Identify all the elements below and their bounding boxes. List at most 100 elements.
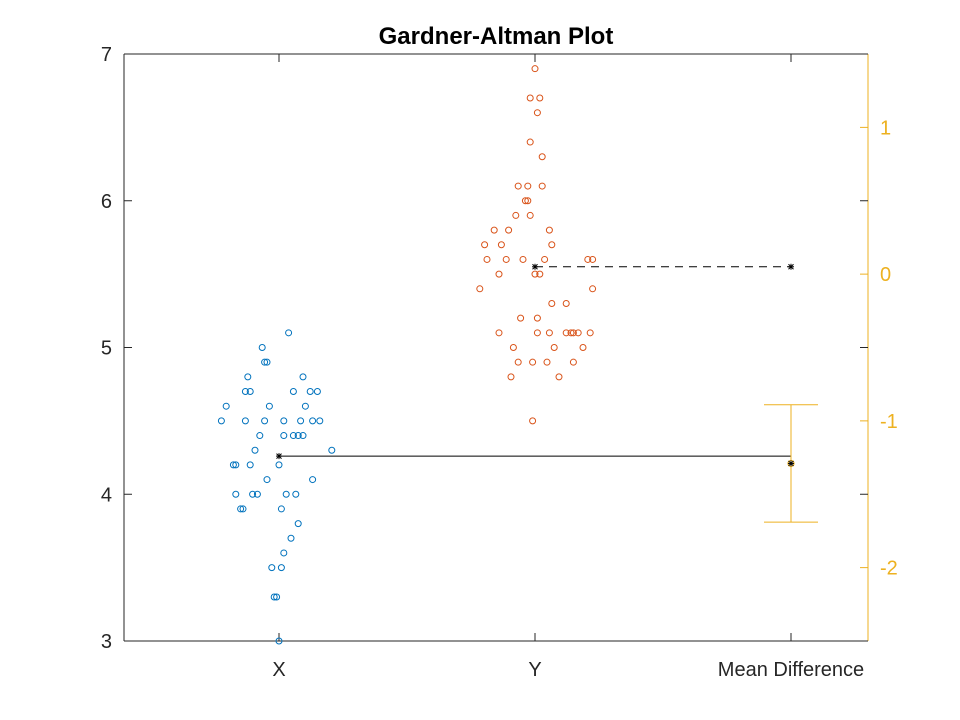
data-point <box>241 417 249 425</box>
data-point <box>529 358 537 366</box>
data-point <box>277 505 285 513</box>
data-point <box>268 564 276 572</box>
data-point <box>495 329 503 337</box>
data-point <box>476 285 484 293</box>
left-tick-label: 3 <box>101 631 112 653</box>
x-tick-label: X <box>272 659 285 681</box>
data-point <box>294 520 302 528</box>
data-point <box>270 593 278 601</box>
left-tick-label: 4 <box>101 484 112 506</box>
y-mean-marker <box>532 263 538 270</box>
data-point <box>526 211 534 219</box>
data-point <box>536 270 544 278</box>
data-point <box>586 329 594 337</box>
data-point <box>292 490 300 498</box>
data-point <box>584 255 592 263</box>
data-point <box>256 432 264 440</box>
x-tick-label: Y <box>528 659 541 681</box>
left-tick-label: 5 <box>101 338 112 360</box>
data-point <box>273 593 281 601</box>
data-point <box>545 329 553 337</box>
data-point <box>529 417 537 425</box>
data-point <box>545 226 553 234</box>
data-point <box>533 314 541 322</box>
data-point <box>297 417 305 425</box>
right-tick-label: -1 <box>880 411 898 433</box>
data-point <box>579 344 587 351</box>
data-point <box>512 211 520 219</box>
data-point <box>538 153 546 161</box>
data-point <box>275 637 283 645</box>
data-point <box>507 373 515 381</box>
data-point <box>574 329 582 337</box>
data-point <box>232 461 240 469</box>
data-point <box>263 476 271 484</box>
data-point <box>301 402 309 410</box>
data-point <box>258 344 266 351</box>
data-point <box>533 109 541 117</box>
data-point <box>313 388 321 396</box>
data-point <box>251 446 259 454</box>
data-point <box>309 476 317 484</box>
data-point <box>237 505 245 513</box>
left-tick-label: 6 <box>101 191 112 213</box>
data-point <box>253 490 261 498</box>
right-tick-label: 0 <box>880 264 891 286</box>
data-point <box>495 270 503 278</box>
data-point <box>589 255 597 263</box>
data-point <box>569 329 577 337</box>
data-point <box>524 197 532 205</box>
left-tick-label: 7 <box>101 44 112 66</box>
data-point <box>502 255 510 263</box>
right-tick-label: 1 <box>880 117 891 139</box>
data-point <box>246 461 254 469</box>
data-point <box>514 358 522 366</box>
data-point <box>239 505 247 513</box>
data-point <box>229 461 237 469</box>
data-point <box>514 182 522 190</box>
data-point <box>524 182 532 190</box>
data-point <box>531 270 539 278</box>
data-point <box>497 241 505 249</box>
data-point <box>282 490 290 498</box>
data-point <box>550 344 558 351</box>
data-point <box>526 94 534 102</box>
data-point <box>294 432 302 440</box>
axes-layer: 3 4 5 6 7 -2 -1 0 1 X Y Mean Difference <box>101 44 898 681</box>
data-point <box>261 417 269 425</box>
data-point <box>285 329 293 337</box>
data-point <box>275 461 283 469</box>
data-point <box>241 388 249 396</box>
data-point <box>306 388 314 396</box>
data-point <box>287 534 295 542</box>
data-point <box>232 490 240 498</box>
data-point <box>517 314 525 322</box>
zero-reference-marker <box>788 263 794 270</box>
data-point <box>541 255 549 263</box>
data-point <box>505 226 513 234</box>
mean-difference-marker <box>788 460 794 467</box>
data-point <box>280 549 288 557</box>
data-point <box>548 299 556 307</box>
data-point <box>265 402 273 410</box>
data-point <box>536 94 544 102</box>
data-point <box>589 285 597 293</box>
data-point <box>533 329 541 337</box>
data-point <box>249 490 257 498</box>
data-point <box>526 138 534 146</box>
chart-title: Gardner-Altman Plot <box>379 23 614 50</box>
data-point <box>567 329 575 337</box>
data-point <box>280 417 288 425</box>
data-point <box>548 241 556 249</box>
data-point <box>280 432 288 440</box>
data-point <box>299 373 307 381</box>
data-point <box>481 241 489 249</box>
data-point <box>299 432 307 440</box>
data-point <box>217 417 225 425</box>
data-point <box>531 65 539 73</box>
data-point <box>483 255 491 263</box>
data-point <box>289 388 297 396</box>
data-point <box>316 417 324 425</box>
x-mean-marker <box>276 453 282 460</box>
